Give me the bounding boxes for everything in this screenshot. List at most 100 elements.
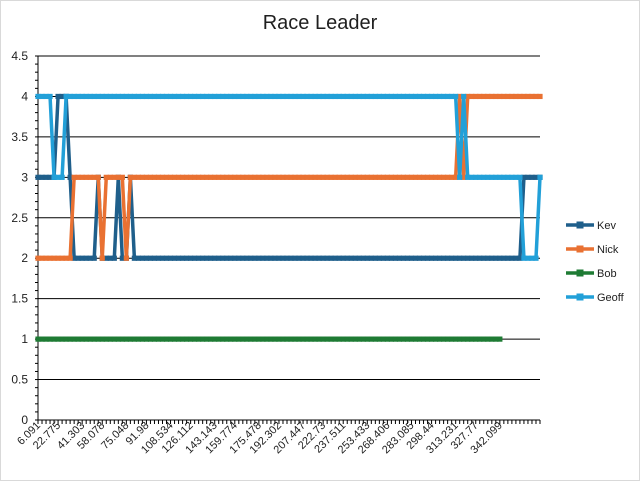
y-tick-label: 0.5 xyxy=(11,373,28,387)
data-point xyxy=(43,174,49,180)
data-point xyxy=(192,93,198,100)
data-point xyxy=(208,336,214,342)
data-point xyxy=(272,255,278,261)
data-point xyxy=(368,174,374,180)
data-point xyxy=(529,93,535,100)
data-point xyxy=(457,255,463,261)
data-point xyxy=(139,93,146,100)
data-point xyxy=(192,174,198,180)
data-point xyxy=(449,255,455,261)
data-point xyxy=(272,336,278,342)
data-point xyxy=(35,93,41,100)
data-point xyxy=(485,255,491,261)
data-point xyxy=(240,255,246,261)
data-point xyxy=(521,174,527,180)
data-point xyxy=(465,336,471,342)
data-point xyxy=(264,174,270,180)
data-point xyxy=(135,255,141,261)
data-point xyxy=(244,174,250,180)
data-point xyxy=(208,93,214,100)
data-point xyxy=(328,93,334,100)
data-point xyxy=(344,174,350,180)
y-tick-label: 4.5 xyxy=(11,49,28,63)
data-point xyxy=(288,174,294,180)
data-point xyxy=(360,255,366,261)
data-point xyxy=(236,255,242,261)
data-point xyxy=(501,93,507,100)
data-point xyxy=(179,174,186,180)
data-point xyxy=(380,93,386,100)
data-point xyxy=(384,174,390,180)
data-point xyxy=(284,336,290,342)
data-point xyxy=(71,174,77,180)
data-point xyxy=(376,255,382,261)
data-point xyxy=(111,336,117,342)
data-point xyxy=(388,255,395,261)
data-point xyxy=(200,174,206,180)
data-point xyxy=(332,255,338,261)
data-point xyxy=(388,93,395,100)
data-point xyxy=(47,255,53,261)
data-point xyxy=(103,336,109,342)
data-point xyxy=(204,174,210,180)
data-point xyxy=(175,93,182,100)
data-point xyxy=(521,255,527,261)
data-point xyxy=(248,174,254,180)
series-kev xyxy=(35,93,543,261)
data-point xyxy=(352,93,358,100)
legend-swatch-marker xyxy=(576,269,584,277)
data-point xyxy=(59,174,65,180)
data-point xyxy=(264,336,270,342)
data-point xyxy=(147,174,154,180)
data-point xyxy=(87,336,93,342)
data-point xyxy=(348,255,354,261)
data-point xyxy=(537,93,543,100)
data-point xyxy=(280,255,286,261)
data-point xyxy=(248,255,254,261)
data-point xyxy=(400,174,407,180)
data-point xyxy=(396,336,403,342)
data-point xyxy=(404,255,411,261)
data-point xyxy=(376,174,382,180)
data-point xyxy=(336,93,342,100)
data-point xyxy=(292,336,298,342)
data-point xyxy=(537,174,543,180)
data-point xyxy=(392,93,399,100)
data-point xyxy=(79,93,85,100)
data-point xyxy=(79,174,85,180)
data-point xyxy=(509,174,515,180)
data-point xyxy=(340,93,346,100)
data-point xyxy=(513,174,519,180)
data-point xyxy=(445,93,451,100)
data-point xyxy=(453,174,459,180)
data-point xyxy=(115,93,121,100)
data-point xyxy=(63,336,69,342)
data-point xyxy=(428,93,435,100)
data-point xyxy=(368,336,374,342)
data-point xyxy=(388,174,395,180)
data-point xyxy=(123,255,129,261)
data-point xyxy=(183,174,190,180)
data-point xyxy=(477,255,483,261)
data-point xyxy=(91,255,97,261)
data-point xyxy=(276,255,282,261)
data-point xyxy=(308,255,314,261)
data-point xyxy=(505,174,511,180)
data-point xyxy=(469,255,475,261)
data-point xyxy=(127,174,133,180)
data-point xyxy=(228,255,234,261)
data-point xyxy=(473,255,479,261)
data-point xyxy=(143,174,150,180)
data-point xyxy=(188,174,194,180)
data-point xyxy=(489,336,495,342)
data-point xyxy=(300,255,306,261)
data-point xyxy=(437,336,443,342)
data-point xyxy=(87,174,93,180)
data-point xyxy=(99,93,105,100)
data-point xyxy=(316,336,322,342)
data-point xyxy=(372,336,378,342)
data-point xyxy=(336,336,342,342)
data-point xyxy=(67,255,73,261)
data-point xyxy=(268,255,274,261)
